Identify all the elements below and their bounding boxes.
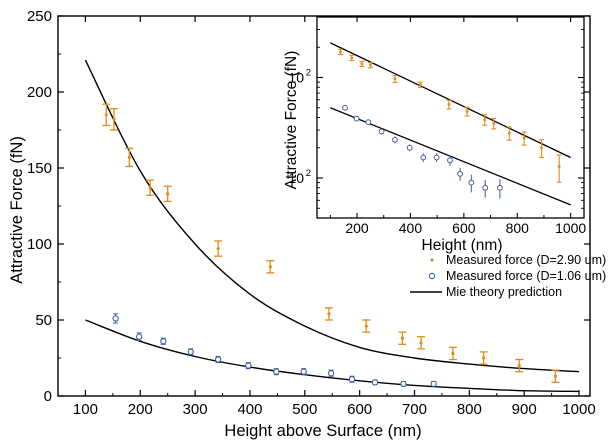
inset-blue-data-point [353,115,360,122]
inset-orange-data-point [447,103,451,106]
orange-data-point [127,155,131,159]
inset-x-tick-label: 400 [399,220,423,236]
legend-orange-label: Measured force (D=2.90 um) [446,253,606,267]
blue-data-point [112,315,119,322]
inset-y-tick-label-base: 10 [288,170,304,186]
orange-data-point [553,374,558,378]
inset-orange-data-point [507,131,511,135]
x-tick-label: 700 [402,401,427,418]
blue-data-point [273,368,280,375]
y-tick-label: 0 [44,388,52,405]
orange-data-point [400,336,405,340]
inset-blue-data-point [482,184,489,191]
inset-y-tick-label-exponent: 2 [306,68,311,79]
inset-orange-data-point [339,50,342,54]
orange-data-point [216,246,220,251]
y-tick-label: 100 [27,236,52,253]
inset-orange-data-point [465,109,469,113]
blue-data-point [136,333,143,340]
inset-y-axis-label: Attractive Force (fN) [283,51,300,190]
inset-x-tick-label: 1000 [555,220,586,236]
inset-y-tick-label-base: 10 [288,70,304,86]
blue-data-point [348,376,356,383]
x-tick-label: 300 [183,401,208,418]
inset-blue-data-point [457,170,464,177]
orange-data-point [364,324,368,328]
orange-data-point [268,265,272,269]
legend: Measured force (D=2.90 um) Measured force… [410,253,606,299]
main-y-axis-label: Attractive Force (fN) [8,136,26,284]
inset-orange-data-point [557,165,561,168]
inset-y-tick-label-exponent: 2 [306,168,311,179]
y-tick-label: 200 [27,84,52,101]
blue-data-point [400,380,407,387]
x-tick-label: 400 [237,401,262,418]
mie-theory-curve [84,59,580,373]
inset-blue-data-point [378,128,385,135]
blue-data-point [371,379,379,386]
inset-blue-data-point [392,136,398,143]
inset-blue-data-point [433,154,440,161]
blue-data-point [214,356,222,363]
x-tick-label: 500 [292,401,317,418]
inset-x-tick-label: 600 [452,220,476,236]
orange-data-point [104,113,108,117]
y-tick-label: 50 [35,312,52,329]
main-x-axis-label: Height above Surface (nm) [224,422,421,440]
inset-orange-data-point [540,146,543,150]
x-tick-label: 800 [457,401,482,418]
orange-data-point [148,186,152,190]
blue-data-point [245,362,252,369]
orange-data-point [112,117,116,121]
inset-orange-data-point [418,83,422,87]
inset-orange-data-point [360,62,364,66]
blue-data-point [327,370,335,377]
inset-orange-data-point [492,121,496,125]
x-tick-label: 200 [128,401,153,418]
orange-data-point [327,312,331,316]
legend-orange-marker [430,258,434,262]
inset-orange-data-point [483,118,487,122]
inset-orange-data-point [522,136,526,140]
x-tick-label: 100 [73,401,98,418]
inset-x-tick-label: 800 [506,220,530,236]
orange-data-point [482,356,486,360]
main-plot: 100 200 300 400 500 600 700 800 900 1000 0 50 100 150… [27,8,596,418]
blue-data-point [300,368,307,375]
legend-blue-label: Measured force (D=1.06 um) [446,269,606,283]
inset-x-tick-label: 200 [345,220,369,236]
inset-blue-data-point [468,179,475,186]
x-tick-label: 600 [347,401,372,418]
orange-data-point [166,192,170,196]
inset-blue-data-point [365,119,372,125]
mie-theory-curve [85,319,580,393]
inset-orange-data-point [350,56,354,60]
y-tick-label: 250 [27,8,52,25]
inset-orange-data-point [369,63,372,67]
inset-blue-data-point [420,154,427,161]
y-tick-label: 150 [27,160,52,177]
x-tick-label: 900 [512,401,537,418]
inset-orange-data-point [393,77,397,81]
legend-line-label: Mie theory prediction [446,285,562,299]
blue-data-point [187,348,194,356]
inset-blue-data-point [342,104,348,111]
orange-data-point [419,341,423,345]
inset-blue-data-point [406,144,413,151]
blue-data-point [430,380,437,387]
legend-blue-marker [428,272,436,280]
inset-blue-data-point [496,184,503,191]
inset-x-axis-label: Height (nm) [422,237,503,254]
orange-data-point [451,351,455,356]
orange-data-point [517,364,521,368]
blue-data-point [160,338,167,345]
x-tick-label: 1000 [562,401,595,418]
inset-blue-data-point [447,157,453,164]
